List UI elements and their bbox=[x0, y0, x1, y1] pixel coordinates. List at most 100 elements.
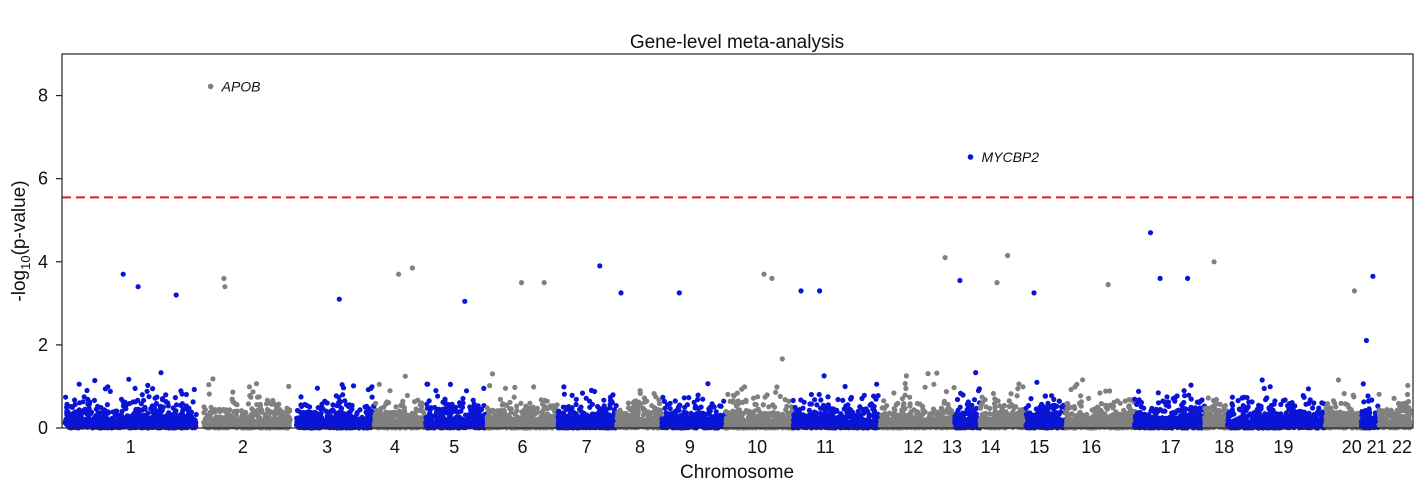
data-point bbox=[573, 401, 579, 408]
data-point bbox=[261, 419, 267, 425]
data-point bbox=[432, 404, 438, 411]
data-point bbox=[138, 415, 145, 421]
data-point bbox=[402, 373, 408, 379]
data-point bbox=[110, 409, 116, 415]
data-point bbox=[569, 415, 575, 421]
data-point bbox=[439, 421, 446, 427]
data-point bbox=[158, 370, 164, 376]
data-point bbox=[187, 417, 193, 423]
data-point bbox=[81, 394, 87, 400]
data-point bbox=[180, 408, 186, 414]
data-point bbox=[253, 381, 260, 387]
data-point bbox=[440, 414, 446, 421]
data-point bbox=[641, 399, 648, 405]
data-point bbox=[573, 396, 579, 402]
data-point bbox=[132, 385, 138, 391]
data-point bbox=[325, 420, 331, 426]
data-point bbox=[548, 418, 555, 424]
data-point bbox=[122, 399, 128, 405]
data-point bbox=[76, 381, 82, 387]
data-point bbox=[336, 403, 342, 409]
data-point bbox=[511, 394, 517, 400]
data-point bbox=[625, 400, 632, 406]
data-point bbox=[693, 404, 700, 411]
data-point bbox=[80, 399, 86, 405]
data-point bbox=[859, 395, 865, 402]
data-point bbox=[725, 391, 731, 397]
data-point bbox=[212, 421, 218, 428]
data-point bbox=[191, 417, 198, 423]
data-point bbox=[762, 410, 768, 416]
data-point bbox=[314, 385, 320, 391]
data-point bbox=[752, 408, 758, 414]
data-point bbox=[63, 394, 69, 400]
data-point bbox=[477, 413, 483, 419]
data-point bbox=[126, 376, 132, 382]
data-point bbox=[806, 407, 813, 413]
data-point bbox=[820, 416, 826, 422]
data-point bbox=[502, 385, 509, 391]
data-point bbox=[453, 404, 459, 410]
data-point bbox=[318, 411, 324, 417]
data-point bbox=[706, 406, 712, 412]
data-point bbox=[365, 387, 371, 393]
data-point bbox=[691, 399, 697, 405]
data-point bbox=[428, 405, 434, 411]
data-point bbox=[286, 383, 292, 389]
data-point bbox=[561, 414, 567, 420]
data-point bbox=[299, 412, 305, 418]
data-point bbox=[103, 414, 109, 420]
data-point bbox=[672, 420, 678, 426]
data-point bbox=[239, 411, 245, 417]
data-point bbox=[858, 424, 864, 430]
data-point bbox=[599, 407, 605, 413]
data-point bbox=[855, 408, 861, 414]
data-point bbox=[141, 397, 147, 403]
data-point bbox=[857, 404, 863, 410]
data-point bbox=[736, 407, 743, 413]
data-point bbox=[426, 398, 432, 404]
data-point bbox=[247, 393, 253, 399]
data-point bbox=[645, 417, 651, 423]
data-point bbox=[840, 397, 846, 403]
data-point bbox=[241, 420, 247, 426]
data-point bbox=[730, 392, 737, 398]
data-point bbox=[336, 418, 342, 424]
data-point bbox=[710, 416, 716, 423]
data-point bbox=[711, 424, 717, 430]
data-point bbox=[254, 402, 260, 408]
data-point bbox=[481, 385, 487, 391]
data-point bbox=[723, 416, 730, 422]
data-point bbox=[178, 388, 184, 394]
data-point bbox=[456, 422, 462, 428]
data-point bbox=[234, 408, 240, 414]
data-point bbox=[489, 371, 496, 377]
data-point bbox=[180, 419, 186, 425]
data-point bbox=[271, 409, 277, 415]
data-point bbox=[447, 381, 453, 387]
data-point bbox=[561, 391, 568, 397]
data-point bbox=[191, 386, 197, 393]
data-point bbox=[589, 412, 595, 418]
data-point bbox=[433, 388, 439, 394]
data-point bbox=[867, 402, 873, 408]
data-point bbox=[443, 410, 449, 416]
data-point bbox=[275, 410, 281, 416]
data-point bbox=[773, 389, 779, 395]
data-point bbox=[871, 408, 878, 414]
data-point bbox=[542, 397, 548, 404]
data-point bbox=[569, 392, 575, 398]
data-point bbox=[514, 403, 520, 409]
data-point bbox=[732, 424, 738, 430]
data-point bbox=[318, 420, 324, 426]
data-point bbox=[777, 393, 783, 399]
data-point bbox=[119, 408, 125, 414]
data-point bbox=[342, 398, 348, 404]
chart-title: Gene-level meta-analysis bbox=[630, 32, 844, 53]
data-point bbox=[774, 384, 780, 390]
data-point bbox=[376, 381, 382, 387]
data-point bbox=[874, 381, 880, 387]
data-point bbox=[315, 416, 321, 422]
data-point bbox=[773, 413, 779, 419]
data-point bbox=[825, 402, 831, 408]
